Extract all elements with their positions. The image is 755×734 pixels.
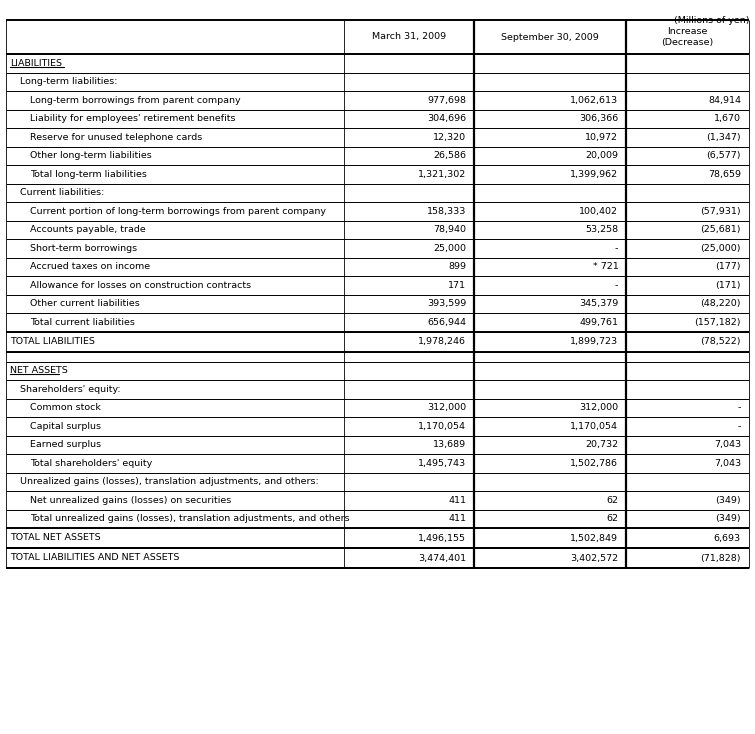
- Text: Accrued taxes on income: Accrued taxes on income: [30, 262, 150, 272]
- Text: 3,474,401: 3,474,401: [418, 553, 466, 562]
- Text: 1,170,054: 1,170,054: [571, 422, 618, 431]
- Text: 304,696: 304,696: [427, 115, 466, 123]
- Text: 899: 899: [448, 262, 466, 272]
- Text: Increase
(Decrease): Increase (Decrease): [661, 27, 713, 47]
- Text: 1,502,786: 1,502,786: [571, 459, 618, 468]
- Text: 6,693: 6,693: [714, 534, 741, 542]
- Text: 1,321,302: 1,321,302: [418, 170, 466, 179]
- Text: 1,399,962: 1,399,962: [570, 170, 618, 179]
- Text: 499,761: 499,761: [579, 318, 618, 327]
- Text: (157,182): (157,182): [695, 318, 741, 327]
- Text: Total unrealized gains (losses), translation adjustments, and others: Total unrealized gains (losses), transla…: [30, 515, 350, 523]
- Text: 25,000: 25,000: [433, 244, 466, 252]
- Text: Liability for employees' retirement benefits: Liability for employees' retirement bene…: [30, 115, 236, 123]
- Text: Long-term liabilities:: Long-term liabilities:: [20, 77, 118, 87]
- Text: 171: 171: [448, 280, 466, 290]
- Text: (Millions of yen): (Millions of yen): [673, 16, 749, 25]
- Text: (349): (349): [716, 515, 741, 523]
- Text: 411: 411: [448, 495, 466, 505]
- Text: -: -: [615, 280, 618, 290]
- Text: TOTAL LIABILITIES AND NET ASSETS: TOTAL LIABILITIES AND NET ASSETS: [10, 553, 180, 562]
- Text: Total shareholders' equity: Total shareholders' equity: [30, 459, 153, 468]
- Text: -: -: [738, 403, 741, 413]
- Text: (6,577): (6,577): [707, 151, 741, 160]
- Text: 78,940: 78,940: [433, 225, 466, 234]
- Text: 656,944: 656,944: [427, 318, 466, 327]
- Text: 1,899,723: 1,899,723: [570, 337, 618, 346]
- Text: 53,258: 53,258: [585, 225, 618, 234]
- Text: * 721: * 721: [593, 262, 618, 272]
- Text: Common stock: Common stock: [30, 403, 101, 413]
- Text: 78,659: 78,659: [708, 170, 741, 179]
- Text: Allowance for losses on construction contracts: Allowance for losses on construction con…: [30, 280, 251, 290]
- Text: 3,402,572: 3,402,572: [570, 553, 618, 562]
- Text: 1,062,613: 1,062,613: [570, 95, 618, 105]
- Text: 977,698: 977,698: [427, 95, 466, 105]
- Text: 158,333: 158,333: [427, 207, 466, 216]
- Text: (177): (177): [716, 262, 741, 272]
- Text: Current portion of long-term borrowings from parent company: Current portion of long-term borrowings …: [30, 207, 326, 216]
- Text: Accounts payable, trade: Accounts payable, trade: [30, 225, 146, 234]
- Text: Capital surplus: Capital surplus: [30, 422, 101, 431]
- Text: TOTAL LIABILITIES: TOTAL LIABILITIES: [10, 337, 95, 346]
- Text: TOTAL NET ASSETS: TOTAL NET ASSETS: [10, 534, 100, 542]
- Text: 100,402: 100,402: [579, 207, 618, 216]
- Text: 312,000: 312,000: [427, 403, 466, 413]
- Text: (57,931): (57,931): [701, 207, 741, 216]
- Text: 411: 411: [448, 515, 466, 523]
- Text: 312,000: 312,000: [579, 403, 618, 413]
- Text: Short-term borrowings: Short-term borrowings: [30, 244, 137, 252]
- Text: (1,347): (1,347): [707, 133, 741, 142]
- Text: Reserve for unused telephone cards: Reserve for unused telephone cards: [30, 133, 202, 142]
- Text: 1,502,849: 1,502,849: [571, 534, 618, 542]
- Text: 7,043: 7,043: [714, 440, 741, 449]
- Text: Earned surplus: Earned surplus: [30, 440, 101, 449]
- Text: Unrealized gains (losses), translation adjustments, and others:: Unrealized gains (losses), translation a…: [20, 477, 319, 486]
- Text: Total current liabilities: Total current liabilities: [30, 318, 135, 327]
- Text: Total long-term liabilities: Total long-term liabilities: [30, 170, 147, 179]
- Text: 1,496,155: 1,496,155: [418, 534, 466, 542]
- Text: -: -: [738, 422, 741, 431]
- Text: Long-term borrowings from parent company: Long-term borrowings from parent company: [30, 95, 241, 105]
- Text: -: -: [615, 244, 618, 252]
- Text: 84,914: 84,914: [708, 95, 741, 105]
- Text: (171): (171): [716, 280, 741, 290]
- Text: (78,522): (78,522): [701, 337, 741, 346]
- Text: 26,586: 26,586: [433, 151, 466, 160]
- Text: Shareholders' equity:: Shareholders' equity:: [20, 385, 121, 393]
- Text: Other long-term liabilities: Other long-term liabilities: [30, 151, 152, 160]
- Text: 1,978,246: 1,978,246: [418, 337, 466, 346]
- Text: 1,170,054: 1,170,054: [418, 422, 466, 431]
- Text: 13,689: 13,689: [433, 440, 466, 449]
- Text: Net unrealized gains (losses) on securities: Net unrealized gains (losses) on securit…: [30, 495, 231, 505]
- Text: 20,009: 20,009: [585, 151, 618, 160]
- Text: 62: 62: [606, 515, 618, 523]
- Text: Current liabilities:: Current liabilities:: [20, 188, 104, 197]
- Text: (71,828): (71,828): [701, 553, 741, 562]
- Text: 306,366: 306,366: [579, 115, 618, 123]
- Text: LIABILITIES: LIABILITIES: [10, 59, 62, 68]
- Text: 393,599: 393,599: [427, 299, 466, 308]
- Text: (48,220): (48,220): [701, 299, 741, 308]
- Text: 1,670: 1,670: [714, 115, 741, 123]
- Text: 12,320: 12,320: [433, 133, 466, 142]
- Text: 62: 62: [606, 495, 618, 505]
- Text: (349): (349): [716, 495, 741, 505]
- Text: 1,495,743: 1,495,743: [418, 459, 466, 468]
- Text: 345,379: 345,379: [579, 299, 618, 308]
- Text: 7,043: 7,043: [714, 459, 741, 468]
- Text: (25,681): (25,681): [701, 225, 741, 234]
- Text: 20,732: 20,732: [585, 440, 618, 449]
- Text: (25,000): (25,000): [701, 244, 741, 252]
- Text: September 30, 2009: September 30, 2009: [501, 32, 599, 42]
- Text: March 31, 2009: March 31, 2009: [372, 32, 446, 42]
- Text: NET ASSETS: NET ASSETS: [10, 366, 68, 375]
- Text: Other current liabilities: Other current liabilities: [30, 299, 140, 308]
- Text: 10,972: 10,972: [585, 133, 618, 142]
